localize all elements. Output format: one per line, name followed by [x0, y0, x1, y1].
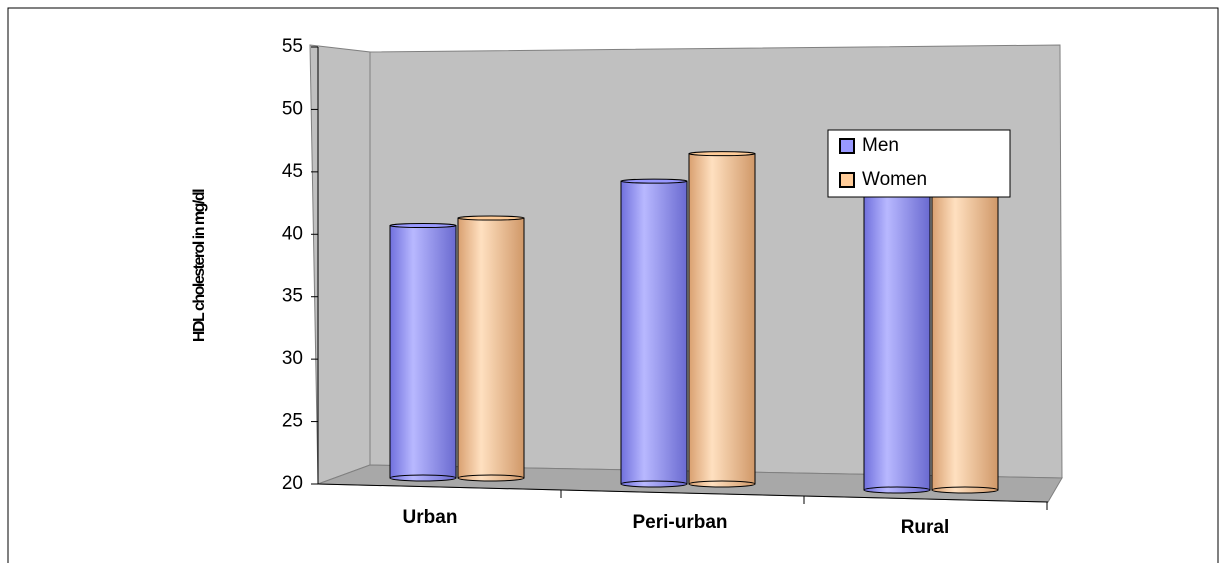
- bar-base: [931, 486, 999, 494]
- bar: [457, 215, 525, 482]
- legend-swatch: [839, 172, 855, 188]
- bar: [389, 223, 457, 482]
- x-tick-label: Urban: [403, 507, 458, 528]
- bar-body: [863, 174, 931, 491]
- x-tick-label: Rural: [901, 517, 950, 538]
- bar-body: [389, 225, 457, 479]
- bar: [620, 178, 688, 488]
- legend-label: Men: [862, 135, 899, 156]
- bar-top: [620, 178, 688, 184]
- bar-top: [457, 215, 525, 221]
- bar: [688, 151, 756, 488]
- bar-base: [688, 480, 756, 488]
- bar-base: [389, 474, 457, 482]
- y-tick-label: 55: [282, 36, 303, 57]
- bar: [863, 172, 931, 494]
- y-tick-label: 20: [282, 473, 303, 494]
- y-tick-label: 40: [282, 223, 303, 244]
- x-axis: [317, 483, 1049, 503]
- side-wall: [309, 44, 371, 485]
- y-tick-label: 30: [282, 348, 303, 369]
- y-tick-label: 25: [282, 411, 303, 432]
- bar-body: [931, 168, 999, 491]
- bar-body: [620, 180, 688, 485]
- bar-base: [457, 474, 525, 482]
- y-tick-label: 50: [282, 98, 303, 119]
- bar-base: [863, 486, 931, 494]
- legend-swatch: [839, 138, 855, 154]
- bar-top: [688, 151, 756, 157]
- y-tick-label: 35: [282, 286, 303, 307]
- y-tick-label: 45: [282, 161, 303, 182]
- x-tick-label: Peri-urban: [632, 512, 727, 533]
- bar-base: [620, 480, 688, 488]
- bar-body: [688, 153, 756, 485]
- bar-body: [457, 217, 525, 479]
- legend-label: Women: [862, 169, 927, 190]
- frame: [7, 7, 1219, 563]
- bar-top: [389, 223, 457, 229]
- legend: [827, 129, 1011, 198]
- bar: [931, 166, 999, 494]
- y-axis-title: HDL cholesterol in mg/dl: [191, 189, 208, 342]
